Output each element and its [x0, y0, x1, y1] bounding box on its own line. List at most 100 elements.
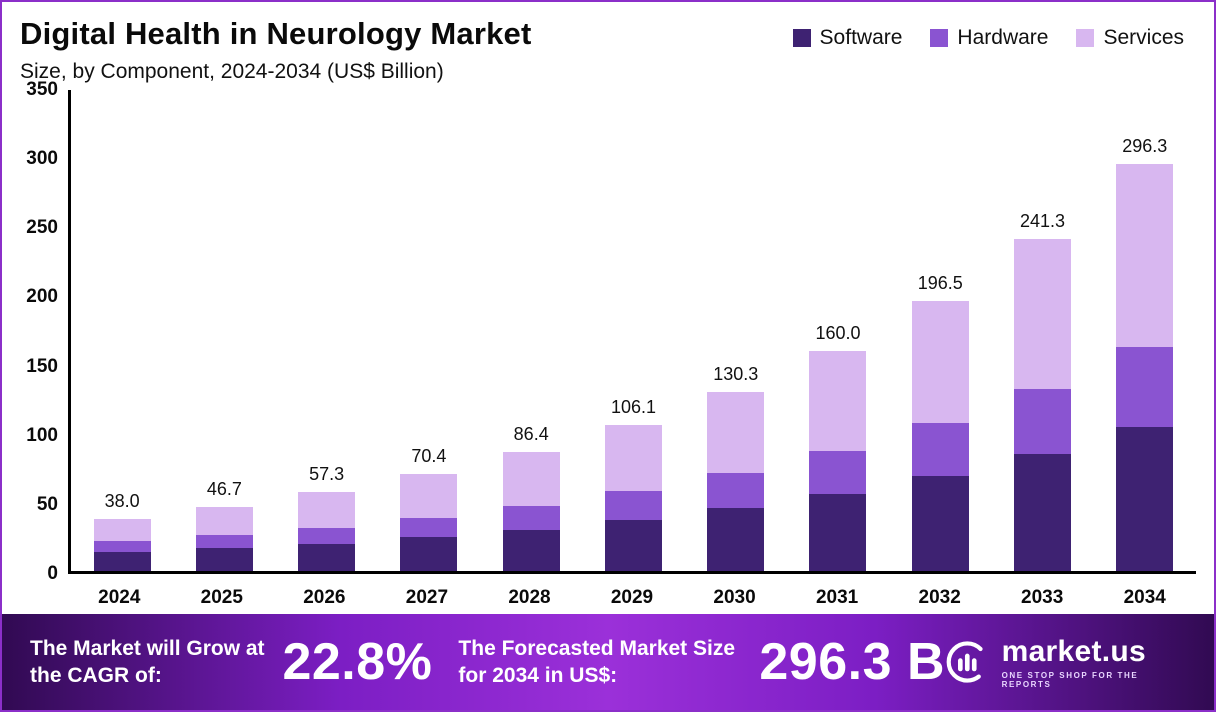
software-segment	[1116, 427, 1174, 571]
bar-stack	[809, 351, 867, 571]
hardware-segment	[707, 473, 765, 509]
services-segment	[809, 351, 867, 451]
bar-2024: 38.0	[71, 90, 173, 571]
services-segment	[502, 452, 560, 507]
software-segment	[93, 552, 151, 571]
hardware-segment	[911, 423, 969, 477]
bar-2030: 130.3	[685, 90, 787, 571]
services-swatch-icon	[1076, 29, 1095, 47]
bar-2031: 160.0	[787, 90, 889, 571]
hardware-segment	[298, 527, 356, 544]
bar-total-label: 70.4	[411, 446, 447, 467]
y-tick-label: 250	[26, 217, 58, 239]
bar-stack	[1014, 239, 1072, 571]
header: Digital Health in Neurology Market Size,…	[2, 2, 1214, 84]
bar-2029: 106.1	[582, 90, 684, 571]
services-segment	[1116, 163, 1174, 347]
services-segment	[400, 474, 458, 519]
page-subtitle: Size, by Component, 2024-2034 (US$ Billi…	[20, 60, 444, 83]
x-tick-label: 2025	[200, 587, 243, 608]
y-tick-label: 200	[26, 286, 58, 308]
services-segment	[911, 300, 969, 424]
services-segment	[195, 506, 253, 536]
bar-stack	[1116, 163, 1174, 571]
hardware-segment	[604, 491, 662, 521]
plot-area: 38.0 46.7 57.3 70.4 86.4 106.1 130.3 160.0 196.5…	[68, 90, 1196, 574]
marketus-logo-icon	[946, 641, 988, 683]
services-segment	[707, 391, 765, 474]
bar-2034: 296.3	[1094, 90, 1196, 571]
chart-legend: Software Hardware Services	[792, 26, 1184, 50]
bar-total-label: 38.0	[104, 490, 140, 511]
bar-stack	[400, 474, 458, 571]
cagr-label: The Market will Grow at the CAGR of:	[30, 636, 265, 687]
software-segment	[604, 520, 662, 571]
brand-lockup: market.us One Stop Shop For The Reports	[945, 635, 1186, 689]
chart-section: 0 50 100 150 200 250 300 350 38.0 46.7 57.3 70.4 86…	[2, 79, 1214, 614]
software-segment	[1014, 454, 1072, 571]
hardware-segment	[195, 535, 253, 549]
legend-item-software: Software	[792, 26, 903, 50]
bar-2033: 241.3	[991, 90, 1093, 571]
x-tick-label: 2030	[713, 587, 756, 608]
bar-total-label: 160.0	[815, 323, 861, 344]
brand-name: market.us	[1001, 635, 1147, 668]
legend-item-services: Services	[1076, 26, 1184, 50]
hardware-segment	[502, 506, 560, 530]
x-tick-label: 2028	[508, 587, 551, 608]
bar-stack	[502, 452, 560, 571]
bar-stack	[707, 391, 765, 571]
software-segment	[400, 537, 458, 571]
hardware-segment	[1116, 347, 1174, 428]
hardware-segment	[809, 450, 867, 495]
bar-total-label: 130.3	[713, 363, 759, 384]
x-tick-label: 2031	[815, 587, 859, 608]
bar-stack	[911, 300, 969, 571]
bar-total-label: 241.3	[1020, 211, 1066, 232]
forecast-value: 296.3 B	[759, 633, 946, 691]
bar-total-label: 196.5	[917, 272, 963, 293]
services-segment	[298, 492, 356, 528]
legend-label: Software	[819, 26, 903, 49]
y-tick-label: 350	[26, 79, 58, 100]
y-axis: 0 50 100 150 200 250 300 350	[10, 79, 68, 584]
y-tick-label: 150	[26, 355, 58, 377]
services-segment	[604, 425, 662, 492]
x-tick-label: 2026	[303, 587, 346, 608]
x-tick-label: 2034	[1123, 587, 1166, 608]
x-tick-label: 2027	[405, 587, 449, 608]
forecast-label: The Forecasted Market Size for 2034 in U…	[458, 636, 736, 687]
bar-stack	[195, 506, 253, 571]
bar-stack	[604, 425, 662, 571]
bar-2027: 70.4	[378, 90, 480, 571]
software-segment	[809, 494, 867, 571]
x-tick-label: 2024	[98, 587, 141, 608]
services-segment	[1014, 239, 1072, 389]
x-tick-label: 2033	[1021, 587, 1064, 608]
hardware-swatch-icon	[930, 29, 949, 47]
hardware-segment	[400, 518, 458, 538]
cagr-value: 22.8%	[282, 633, 433, 691]
bar-2025: 46.7	[173, 90, 275, 571]
software-segment	[707, 508, 765, 571]
bar-2026: 57.3	[276, 90, 378, 571]
software-swatch-icon	[792, 29, 811, 47]
x-tick-label: 2032	[918, 587, 961, 608]
y-tick-label: 100	[26, 424, 58, 446]
bar-2028: 86.4	[480, 90, 582, 571]
x-axis: 2024 2025 2026 2027 2028 2029 2030 2031 2032 2033…	[68, 574, 1196, 614]
legend-label: Hardware	[957, 26, 1049, 49]
hardware-segment	[1014, 388, 1072, 455]
bar-total-label: 106.1	[610, 397, 656, 418]
y-tick-label: 50	[36, 493, 58, 515]
bar-stack	[298, 492, 356, 571]
legend-item-hardware: Hardware	[930, 26, 1048, 50]
bar-total-label: 86.4	[513, 424, 549, 445]
title-block: Digital Health in Neurology Market Size,…	[20, 16, 532, 84]
hardware-segment	[93, 541, 151, 553]
legend-label: Services	[1103, 26, 1184, 49]
brand-tagline: One Stop Shop For The Reports	[1001, 671, 1139, 689]
software-segment	[195, 548, 253, 571]
brand-text: market.us One Stop Shop For The Reports	[1002, 635, 1186, 689]
